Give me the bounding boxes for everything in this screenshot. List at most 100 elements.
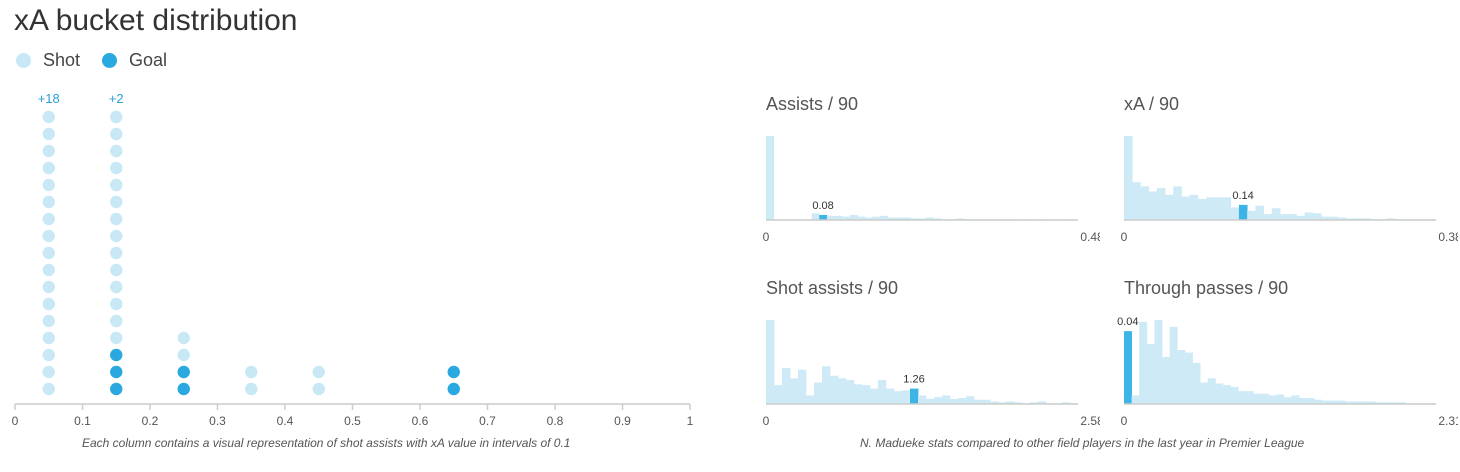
histogram-bar [1207, 378, 1216, 404]
goal-dot [177, 365, 190, 379]
histogram-bar [1344, 401, 1353, 404]
histogram-bar [1329, 400, 1338, 404]
shot-dot [245, 365, 258, 379]
shot-dot [110, 314, 123, 328]
histogram-highlight-bar [819, 214, 828, 220]
shot-dot [42, 246, 55, 260]
legend-shot-dot-icon [16, 53, 31, 68]
histogram-bar [1006, 401, 1015, 404]
shot-dot [110, 246, 123, 260]
x-tick-label: 0.5 [344, 414, 361, 428]
legend: Shot Goal [16, 50, 189, 71]
histogram-through-passes: Through passes / 90 0.04 0 2.31 [1117, 278, 1458, 428]
goal-dot [177, 382, 190, 396]
histogram-bar [1268, 395, 1277, 404]
goal-dot [447, 382, 460, 396]
histogram-bar [1367, 401, 1376, 404]
histogram-bar [1304, 212, 1314, 220]
histogram-bar [1200, 382, 1209, 404]
goal-dot [110, 348, 123, 362]
histogram-xa: xA / 90 0.14 0 0.38 [1121, 94, 1458, 244]
histogram-bar [1146, 344, 1155, 404]
histogram-bar [910, 218, 919, 220]
histogram-bar [902, 217, 911, 220]
histogram-assists: Assists / 90 0.08 0 0.48 [763, 94, 1100, 244]
histogram-bar [1169, 326, 1178, 404]
shot-dot [110, 263, 123, 277]
shot-dot [42, 212, 55, 226]
histogram-bar [857, 216, 866, 220]
histogram-bar [887, 217, 896, 220]
histogram-bar [1375, 402, 1384, 404]
legend-goal-dot-icon [102, 53, 118, 68]
histogram-bar [1280, 214, 1289, 220]
x-tick-label: 0.6 [412, 414, 429, 428]
overflow-count-label: +18 [38, 91, 60, 106]
histogram-bar [1390, 402, 1399, 404]
goal-dot [447, 365, 460, 379]
histogram-min-label: 0 [1121, 414, 1128, 428]
histogram-bar [1382, 402, 1391, 404]
histogram-bar [1321, 400, 1330, 404]
x-tick-label: 0.2 [142, 414, 159, 428]
page-title: xA bucket distribution [14, 4, 298, 37]
histogram-value-label: 1.26 [903, 374, 924, 386]
histogram-bar [1314, 399, 1323, 404]
histogram-bar [956, 218, 965, 220]
shot-dot [110, 280, 123, 294]
shot-dot [110, 178, 123, 192]
shot-dot [42, 365, 55, 379]
histogram-bar [1173, 186, 1182, 220]
histogram-bar [990, 401, 999, 404]
histogram-bar [886, 388, 895, 404]
shot-dot [245, 382, 258, 396]
histogram-bar [1291, 395, 1300, 404]
histogram-bar [1189, 194, 1199, 220]
histogram-bar [846, 380, 855, 404]
histogram-bar [933, 218, 942, 220]
histogram-bar [1260, 393, 1269, 404]
left-chart-note: Each column contains a visual representa… [82, 436, 571, 450]
shot-dot [42, 161, 55, 175]
shot-dot [177, 331, 190, 345]
histogram-bar [1222, 197, 1232, 220]
histogram-bar [1154, 320, 1163, 404]
shot-dot [312, 365, 325, 379]
shot-dot [110, 331, 123, 345]
x-tick-label: 0.9 [614, 414, 631, 428]
shot-dot [42, 144, 55, 158]
histogram-bar [1386, 218, 1396, 220]
histogram-bar [1329, 216, 1338, 220]
shot-dot [110, 229, 123, 243]
histogram-highlight-bar [1238, 204, 1248, 220]
histogram-bar [830, 375, 839, 404]
histogram-bar [854, 384, 863, 404]
xa-dot-chart: 0 0.1 0.2 0.3 0.4 0.5 0.6 0.7 0.8 0.9 1 +18 +2 [12, 91, 694, 428]
histogram-bar [895, 217, 904, 220]
histogram-bar [880, 215, 889, 220]
shot-dot [42, 263, 55, 277]
histogram-min-label: 0 [763, 230, 770, 244]
histogram-value-label: 0.08 [812, 200, 833, 212]
histogram-bar [1181, 196, 1191, 220]
histogram-bar [1148, 191, 1158, 220]
histogram-bar [806, 395, 815, 404]
histogram-bar [1162, 356, 1171, 404]
shot-dot [42, 331, 55, 345]
shot-dot [42, 229, 55, 243]
histogram-bar [766, 136, 775, 220]
histogram-bar [1299, 398, 1308, 404]
histogram-bar [1206, 197, 1215, 220]
histogram-max-label: 0.38 [1438, 230, 1458, 244]
histogram-max-label: 0.48 [1080, 230, 1100, 244]
histogram-value-label: 0.14 [1232, 190, 1253, 202]
histogram-bar [826, 215, 835, 220]
histogram-bar [974, 399, 983, 404]
overflow-count-label: +2 [109, 91, 124, 106]
histogram-bar [1253, 393, 1262, 404]
shot-dot [110, 110, 123, 124]
shot-dot [42, 382, 55, 396]
histogram-bar [894, 391, 903, 404]
histogram-bar [782, 368, 791, 404]
histogram-bar [1139, 321, 1148, 404]
